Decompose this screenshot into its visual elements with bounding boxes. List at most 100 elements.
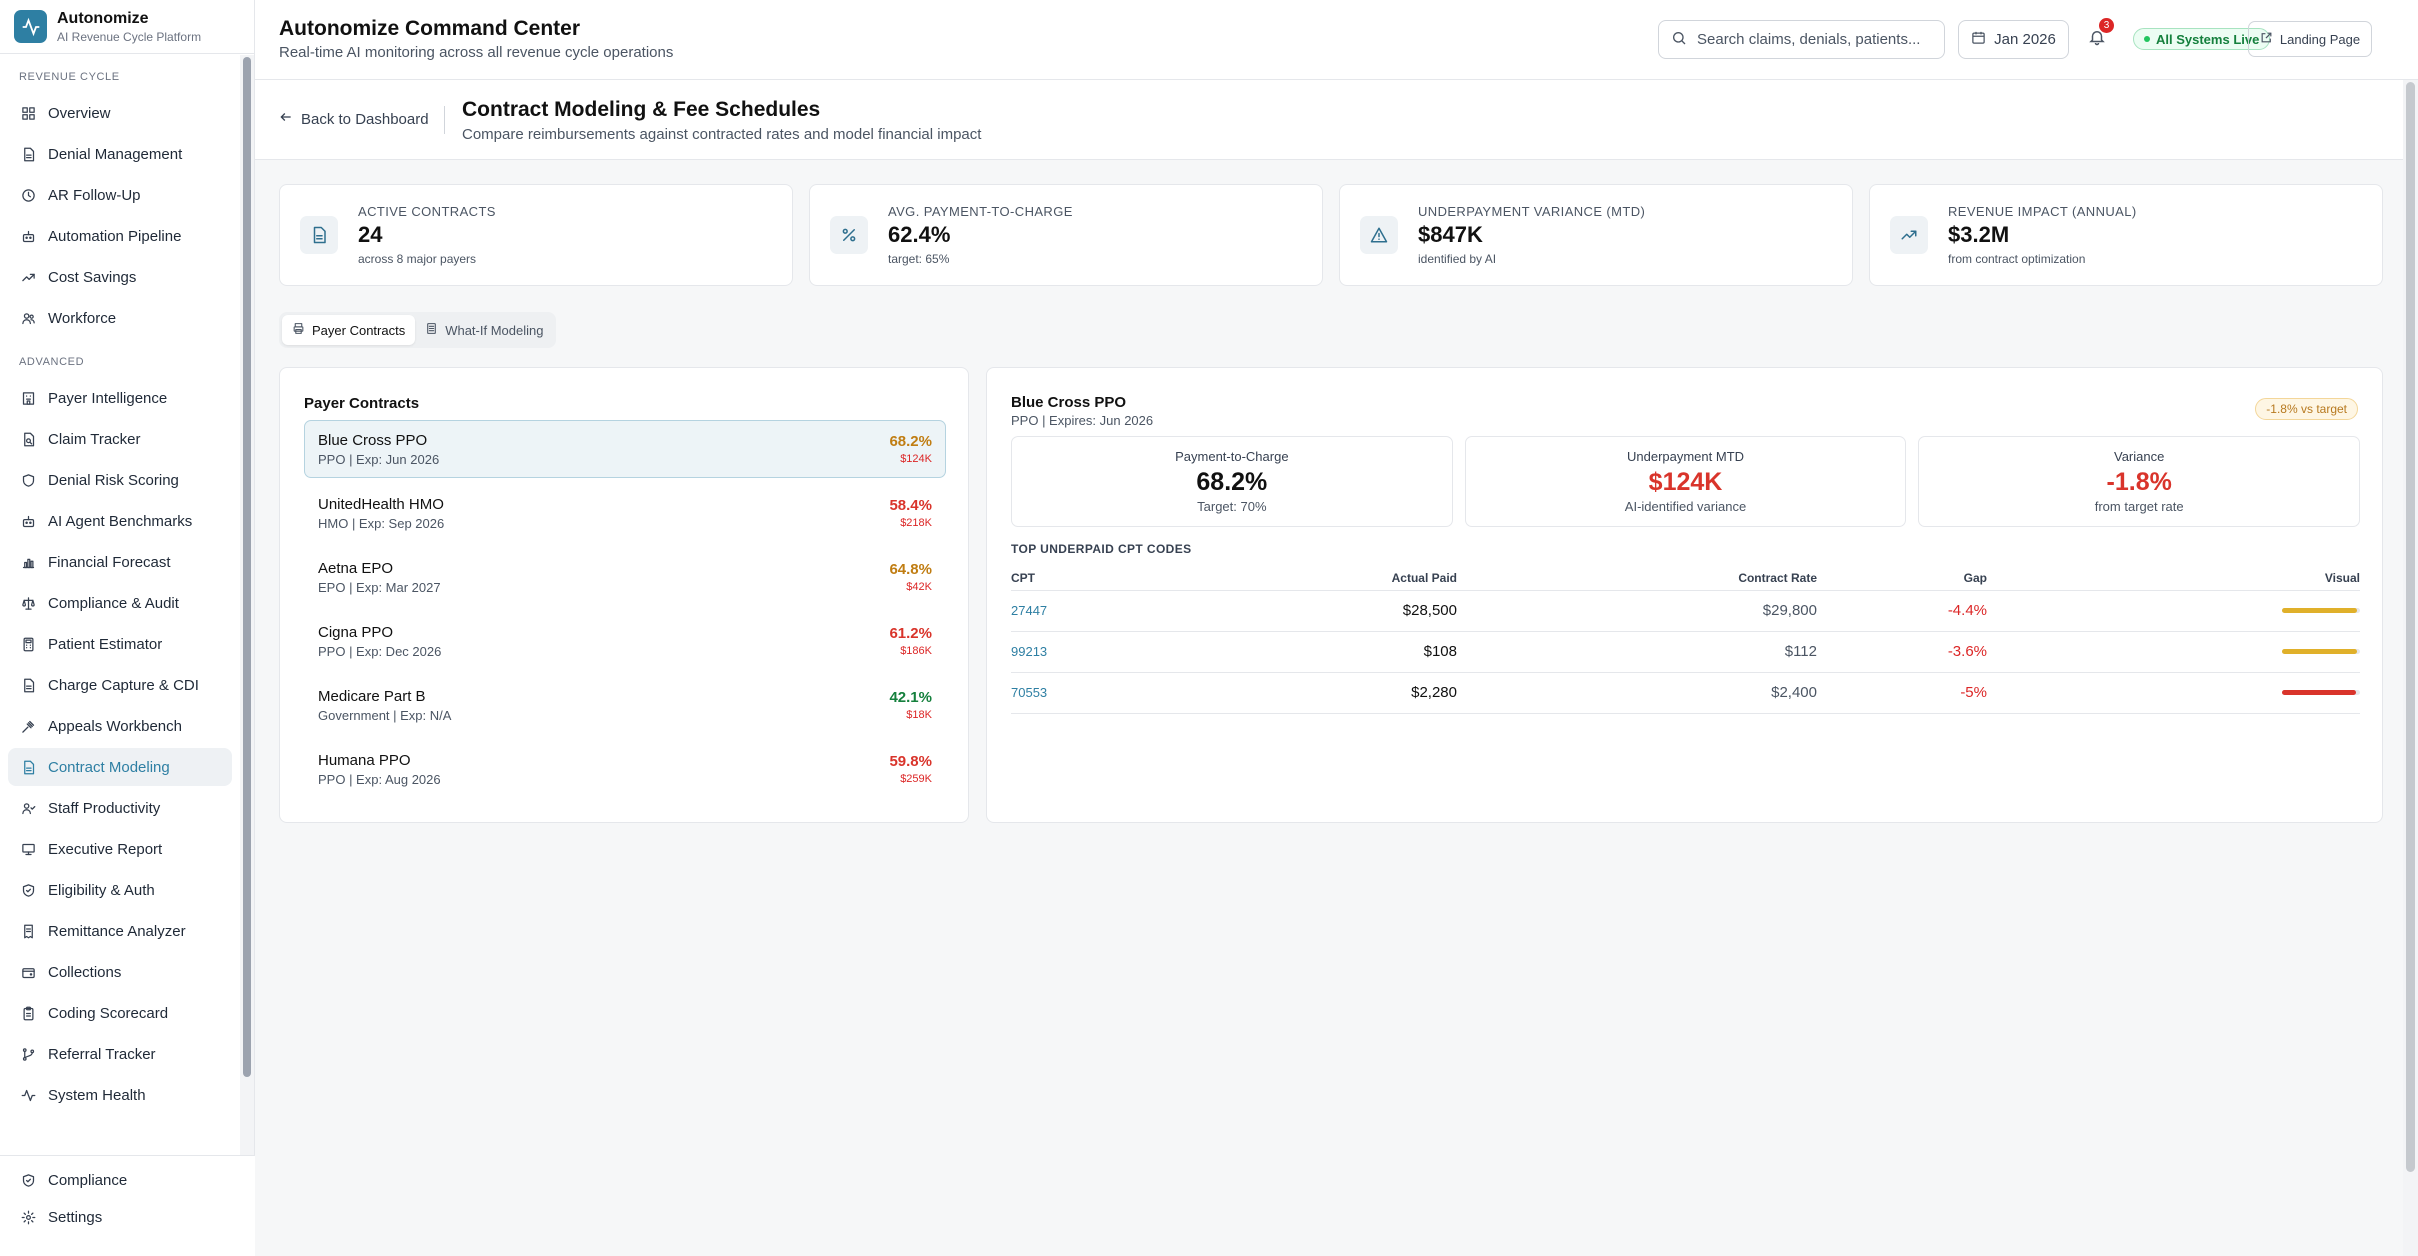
sidebar-item-label: System Health bbox=[48, 1086, 146, 1104]
bot-icon bbox=[20, 228, 36, 244]
sidebar-item-patient-estimator[interactable]: Patient Estimator bbox=[8, 625, 232, 663]
building-icon bbox=[20, 390, 36, 406]
arrow-left-icon bbox=[279, 110, 293, 128]
sidebar-item-executive-report[interactable]: Executive Report bbox=[8, 830, 232, 868]
contract-stats: 59.8% $259K bbox=[889, 753, 932, 785]
sidebar-item-system-health[interactable]: System Health bbox=[8, 1076, 232, 1114]
trending-up-icon bbox=[1890, 216, 1928, 254]
sidebar-item-eligibility-and-auth[interactable]: Eligibility & Auth bbox=[8, 871, 232, 909]
sidebar-item-payer-intelligence[interactable]: Payer Intelligence bbox=[8, 379, 232, 417]
table-row: 99213 $108 $112 -3.6% bbox=[1011, 631, 2360, 673]
contract-item-unitedhealth-hmo[interactable]: UnitedHealth HMO HMO | Exp: Sep 2026 58.4%… bbox=[304, 484, 946, 542]
sidebar-item-label: Claim Tracker bbox=[48, 430, 141, 448]
sidebar-item-label: Payer Intelligence bbox=[48, 389, 168, 407]
kpi-card-avg-payment-to-charge: Avg. Payment-to-Charge 62.4% target: 65% bbox=[809, 184, 1323, 286]
kpi-value: 62.4% bbox=[888, 222, 951, 247]
contract-stats: 58.4% $218K bbox=[889, 497, 932, 529]
sidebar-item-settings[interactable]: Settings bbox=[8, 1200, 247, 1234]
sidebar-item-compliance[interactable]: Compliance bbox=[8, 1163, 247, 1197]
metric-value: $124K bbox=[1648, 468, 1723, 496]
header-divider bbox=[444, 106, 445, 134]
contract-item-medicare-part-b[interactable]: Medicare Part B Government | Exp: N/A 42.1… bbox=[304, 676, 946, 734]
cpt-code-link[interactable]: 27447 bbox=[1011, 603, 1048, 618]
visual-cell bbox=[1987, 590, 2360, 632]
contract-item-aetna-epo[interactable]: Aetna EPO EPO | Exp: Mar 2027 64.8% $42K bbox=[304, 548, 946, 606]
sidebar-item-collections[interactable]: Collections bbox=[8, 953, 232, 991]
visual-bar-fill bbox=[2282, 608, 2357, 613]
contract-payment-ratio: 59.8% bbox=[889, 753, 932, 770]
date-picker-button[interactable]: Jan 2026 bbox=[1958, 20, 2069, 59]
tab-what-if-modeling[interactable]: What-If Modeling bbox=[415, 315, 553, 345]
detail-metrics: Payment-to-Charge 68.2% Target: 70% Underpa… bbox=[1011, 436, 2361, 527]
contract-name: Blue Cross PPO bbox=[318, 431, 428, 449]
cpt-code-link[interactable]: 99213 bbox=[1011, 644, 1048, 659]
back-to-dashboard-link[interactable]: Back to Dashboard bbox=[279, 110, 429, 128]
contract-item-humana-ppo[interactable]: Humana PPO PPO | Exp: Aug 2026 59.8% $259K bbox=[304, 740, 946, 798]
notifications-button[interactable]: 3 bbox=[2082, 18, 2114, 56]
users-icon bbox=[20, 310, 36, 326]
visual-bar-track bbox=[2282, 608, 2360, 613]
main-content: Back to Dashboard Contract Modeling & Fe… bbox=[255, 80, 2403, 1256]
sidebar-item-ai-agent-benchmarks[interactable]: AI Agent Benchmarks bbox=[8, 502, 232, 540]
file-search-icon bbox=[20, 431, 36, 447]
visual-bar-track bbox=[2282, 649, 2360, 654]
sidebar-item-compliance-and-audit[interactable]: Compliance & Audit bbox=[8, 584, 232, 622]
search-input[interactable]: Search claims, denials, patients... bbox=[1658, 20, 1945, 59]
app-subtitle: Real-time AI monitoring across all reven… bbox=[279, 44, 674, 61]
sidebar-bottom: Compliance Settings bbox=[0, 1155, 255, 1256]
sidebar-item-appeals-workbench[interactable]: Appeals Workbench bbox=[8, 707, 232, 745]
sidebar-item-coding-scorecard[interactable]: Coding Scorecard bbox=[8, 994, 232, 1032]
sidebar-item-denial-management[interactable]: Denial Management bbox=[8, 135, 232, 173]
tab-payer-contracts[interactable]: Payer Contracts bbox=[282, 315, 416, 345]
actual-paid-cell: $2,280 bbox=[1221, 672, 1457, 714]
sidebar-item-ar-follow-up[interactable]: AR Follow-Up bbox=[8, 176, 232, 214]
sidebar-scroll-thumb[interactable] bbox=[243, 57, 251, 1077]
sidebar-item-denial-risk-scoring[interactable]: Denial Risk Scoring bbox=[8, 461, 232, 499]
kpi-label: Underpayment Variance (MTD) bbox=[1418, 204, 1646, 219]
sidebar-item-workforce[interactable]: Workforce bbox=[8, 299, 232, 337]
sidebar-item-charge-capture-and-cdi[interactable]: Charge Capture & CDI bbox=[8, 666, 232, 704]
contract-meta: PPO | Exp: Dec 2026 bbox=[318, 643, 442, 659]
sidebar-item-remittance-analyzer[interactable]: Remittance Analyzer bbox=[8, 912, 232, 950]
landing-page-label: Landing Page bbox=[2279, 31, 2361, 47]
cpt-code-link[interactable]: 70553 bbox=[1011, 685, 1048, 700]
actual-paid-cell: $108 bbox=[1221, 631, 1457, 673]
sidebar-item-label: Cost Savings bbox=[48, 268, 137, 286]
sidebar-nav: REVENUE CYCLE Overview Denial Management AR… bbox=[0, 55, 240, 1155]
metric-note: Target: 70% bbox=[1197, 499, 1267, 514]
sidebar-item-label: Charge Capture & CDI bbox=[48, 676, 199, 694]
sidebar-item-staff-productivity[interactable]: Staff Productivity bbox=[8, 789, 232, 827]
monitor-icon bbox=[20, 841, 36, 857]
page-header: Back to Dashboard Contract Modeling & Fe… bbox=[255, 80, 2403, 160]
sidebar-scrollbar[interactable] bbox=[240, 55, 254, 1155]
col-gap: Gap bbox=[1817, 566, 1987, 591]
git-branch-icon bbox=[20, 1046, 36, 1062]
file-icon bbox=[20, 146, 36, 162]
sidebar-item-referral-tracker[interactable]: Referral Tracker bbox=[8, 1035, 232, 1073]
main-scrollbar[interactable] bbox=[2403, 80, 2418, 1256]
calculator-icon bbox=[20, 636, 36, 652]
contract-payment-ratio: 68.2% bbox=[889, 433, 932, 450]
visual-cell bbox=[1987, 672, 2360, 714]
contract-item-cigna-ppo[interactable]: Cigna PPO PPO | Exp: Dec 2026 61.2% $186K bbox=[304, 612, 946, 670]
landing-page-button[interactable]: Landing Page bbox=[2248, 21, 2372, 57]
contract-list: Blue Cross PPO PPO | Exp: Jun 2026 68.2% $1… bbox=[304, 420, 946, 804]
sidebar-item-label: Referral Tracker bbox=[48, 1045, 156, 1063]
kpi-label: Active Contracts bbox=[358, 204, 496, 219]
sidebar-item-automation-pipeline[interactable]: Automation Pipeline bbox=[8, 217, 232, 255]
col-cpt: CPT bbox=[1011, 566, 1221, 591]
sidebar-item-claim-tracker[interactable]: Claim Tracker bbox=[8, 420, 232, 458]
top-header: Autonomize Command Center Real-time AI m… bbox=[255, 0, 2418, 80]
contract-info: Cigna PPO PPO | Exp: Dec 2026 bbox=[318, 624, 441, 659]
sidebar-item-financial-forecast[interactable]: Financial Forecast bbox=[8, 543, 232, 581]
alert-triangle-icon bbox=[1360, 216, 1398, 254]
sidebar-item-label: Overview bbox=[48, 104, 111, 122]
sidebar-item-overview[interactable]: Overview bbox=[8, 94, 232, 132]
contract-item-blue-cross-ppo[interactable]: Blue Cross PPO PPO | Exp: Jun 2026 68.2% $1… bbox=[304, 420, 946, 478]
main-scroll-thumb[interactable] bbox=[2406, 82, 2415, 1172]
col-actual-paid: Actual Paid bbox=[1221, 566, 1457, 591]
brand[interactable]: Autonomize AI Revenue Cycle Platform bbox=[0, 0, 254, 54]
sidebar-item-cost-savings[interactable]: Cost Savings bbox=[8, 258, 232, 296]
sidebar-item-contract-modeling[interactable]: Contract Modeling bbox=[8, 748, 232, 786]
system-status-badge: All Systems Live bbox=[2133, 28, 2271, 50]
